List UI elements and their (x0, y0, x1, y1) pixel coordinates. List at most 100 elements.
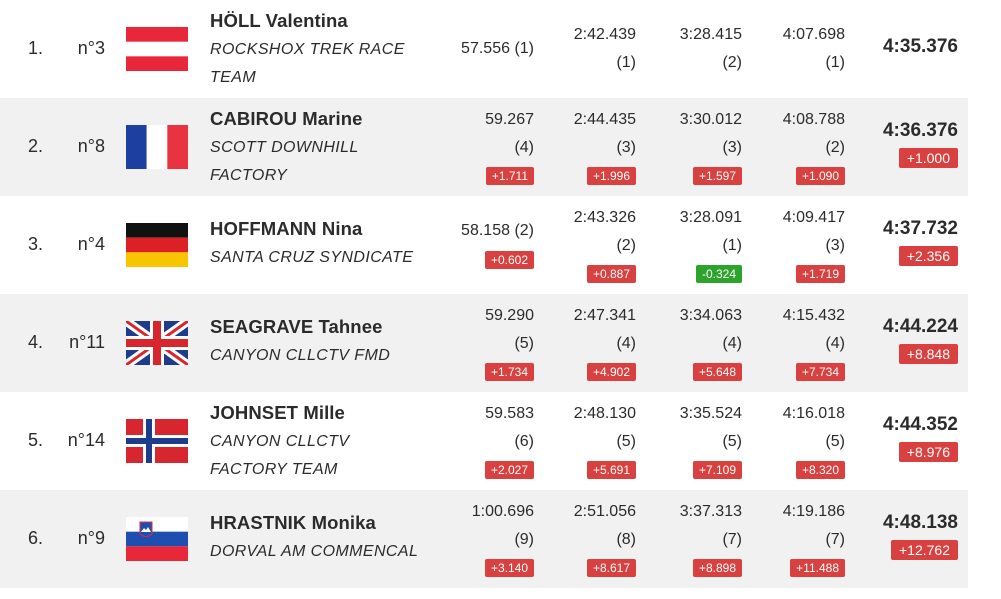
team-name-line: CANYON CLLCTV (210, 433, 350, 450)
final-gap-badge: +8.848 (898, 344, 958, 364)
table-row[interactable]: 5. n°14 JOHNSET Mille CANYON CLLCTV FACTORY … (0, 392, 968, 490)
split-time: 4:09.417 (782, 209, 845, 226)
split-time-4: 4:15.432 (4) +7.734 (715, 302, 845, 386)
split-time: 4:16.018 (782, 405, 845, 422)
split-rank: (5) (514, 334, 534, 352)
team-name-line: SANTA CRUZ SYNDICATE (210, 249, 414, 266)
final-gap-badge: +8.976 (898, 442, 958, 462)
team-name-line: FACTORY (210, 166, 288, 184)
table-row[interactable]: 1. n°3 HÖLL Valentina ROCKSHOX TREK RACE TEA… (0, 0, 968, 98)
split-gap-badge: +7.109 (692, 461, 742, 479)
austria-flag (126, 27, 188, 71)
split-time-4: 4:07.698 (1) (715, 21, 845, 76)
rider-name[interactable]: HÖLL Valentina (210, 10, 348, 31)
rider-name[interactable]: HRASTNIK Monika (210, 512, 376, 533)
split-time: 2:51.056 (573, 503, 636, 520)
rank-position: 4. (27, 332, 43, 352)
split-time-4: 4:19.186 (7) +11.488 (715, 498, 845, 582)
split-time: 59.290 (485, 307, 534, 324)
split-time: 4:15.432 (782, 307, 845, 324)
bib-number: n°9 (77, 528, 105, 548)
split-rank: (2) (722, 53, 742, 71)
final-time: 4:35.376 (882, 36, 958, 57)
split-rank: (2) (825, 138, 845, 156)
split-gap-badge: +11.488 (790, 559, 845, 577)
results-table: 1. n°3 HÖLL Valentina ROCKSHOX TREK RACE TEA… (0, 0, 968, 588)
split-rank: (6) (514, 432, 534, 450)
germany-flag (126, 223, 188, 267)
table-row[interactable]: 4. n°11 SEAGRAVE Tahnee CANYON CLLCTV FMD 59… (0, 294, 968, 392)
team-name: DORVAL AM COMMENCAL (210, 538, 440, 566)
team-name-line: SCOTT DOWNHILL (210, 139, 359, 156)
table-row[interactable]: 2. n°8 CABIROU Marine SCOTT DOWNHILL FACTORY… (0, 98, 968, 196)
split-rank: (4) (616, 334, 636, 352)
split-time: 59.583 (485, 405, 534, 422)
split-time: 3:28.415 (679, 26, 742, 43)
split-rank: (2) (616, 236, 636, 254)
split-gap-badge: +1.996 (586, 167, 636, 185)
team-name-line: ROCKSHOX TREK RACE (210, 41, 405, 58)
rank-position: 2. (27, 136, 43, 156)
split-time: 3:30.012 (679, 111, 742, 128)
split-time: 58.158 (461, 222, 510, 239)
final-gap-badge: +2.356 (898, 246, 958, 266)
rank-position: 5. (27, 430, 43, 450)
split-rank: (3) (825, 236, 845, 254)
france-flag (126, 125, 188, 169)
team-name: SCOTT DOWNHILL FACTORY (210, 134, 440, 189)
final-time-cell: 4:37.732 +2.356 (883, 218, 958, 266)
split-rank: (1) (514, 40, 534, 57)
final-time-cell: 4:36.376 +1.000 (883, 120, 958, 168)
table-row[interactable]: 6. n°9 HRASTNIK Monika DORVAL AM COMMENCAL 1… (0, 490, 968, 588)
bib-number: n°11 (69, 332, 105, 352)
split-time-1: 58.158 (2) +0.602 (404, 217, 534, 273)
rider-name[interactable]: HOFFMANN Nina (210, 218, 363, 239)
split-time: 2:48.130 (573, 405, 636, 422)
team-name-line: FACTORY TEAM (210, 460, 338, 478)
split-time-1: 59.290 (5) +1.734 (404, 302, 534, 386)
split-gap-badge: +1.719 (795, 265, 845, 283)
split-time-3: 3:35.524 (5) +7.109 (612, 400, 742, 484)
split-time-2: 2:51.056 (8) +8.617 (506, 498, 636, 582)
split-time-4: 4:16.018 (5) +8.320 (715, 400, 845, 484)
slovenia-flag (126, 517, 188, 561)
team-name: SANTA CRUZ SYNDICATE (210, 244, 440, 272)
split-gap-badge: +4.902 (586, 363, 636, 381)
rider-name[interactable]: JOHNSET Mille (210, 402, 345, 423)
split-time: 2:47.341 (573, 307, 636, 324)
split-rank: (7) (825, 530, 845, 548)
table-row[interactable]: 3. n°4 HOFFMANN Nina SANTA CRUZ SYNDICATE 58… (0, 196, 968, 294)
split-rank: (5) (616, 432, 636, 450)
final-time-cell: 4:44.352 +8.976 (883, 414, 958, 462)
split-gap-badge: +0.602 (484, 250, 534, 269)
split-time: 2:42.439 (573, 26, 636, 43)
split-gap-badge: +1.597 (692, 167, 742, 185)
split-gap-badge: +1.711 (485, 167, 534, 185)
split-time: 2:44.435 (573, 111, 636, 128)
split-time-2: 2:43.326 (2) +0.887 (506, 204, 636, 288)
rank-position: 1. (27, 38, 43, 58)
bib-number: n°14 (67, 430, 105, 450)
split-time-4: 4:09.417 (3) +1.719 (715, 204, 845, 288)
split-gap-badge: +2.027 (484, 461, 534, 479)
team-name: CANYON CLLCTV FACTORY TEAM (210, 428, 440, 483)
split-time: 1:00.696 (471, 503, 534, 520)
rider-name[interactable]: SEAGRAVE Tahnee (210, 316, 383, 337)
split-time-2: 2:44.435 (3) +1.996 (506, 106, 636, 190)
split-time-3: 3:30.012 (3) +1.597 (612, 106, 742, 190)
split-gap-badge: +5.691 (586, 461, 636, 479)
uk-flag (123, 317, 191, 369)
split-gap-badge: +0.887 (586, 265, 636, 283)
split-time: 57.556 (461, 40, 510, 57)
split-time-1: 1:00.696 (9) +3.140 (404, 498, 534, 582)
split-rank: (5) (825, 432, 845, 450)
final-time-cell: 4:48.138 +12.762 (883, 512, 958, 560)
norway-flag (126, 419, 188, 463)
rider-name[interactable]: CABIROU Marine (210, 108, 363, 129)
bib-number: n°8 (77, 136, 105, 156)
final-gap-badge: +1.000 (898, 148, 958, 168)
team-name-line: DORVAL AM COMMENCAL (210, 543, 419, 560)
final-time: 4:44.224 (882, 316, 958, 337)
split-rank: (3) (722, 138, 742, 156)
split-time-1: 57.556 (1) (404, 35, 534, 63)
